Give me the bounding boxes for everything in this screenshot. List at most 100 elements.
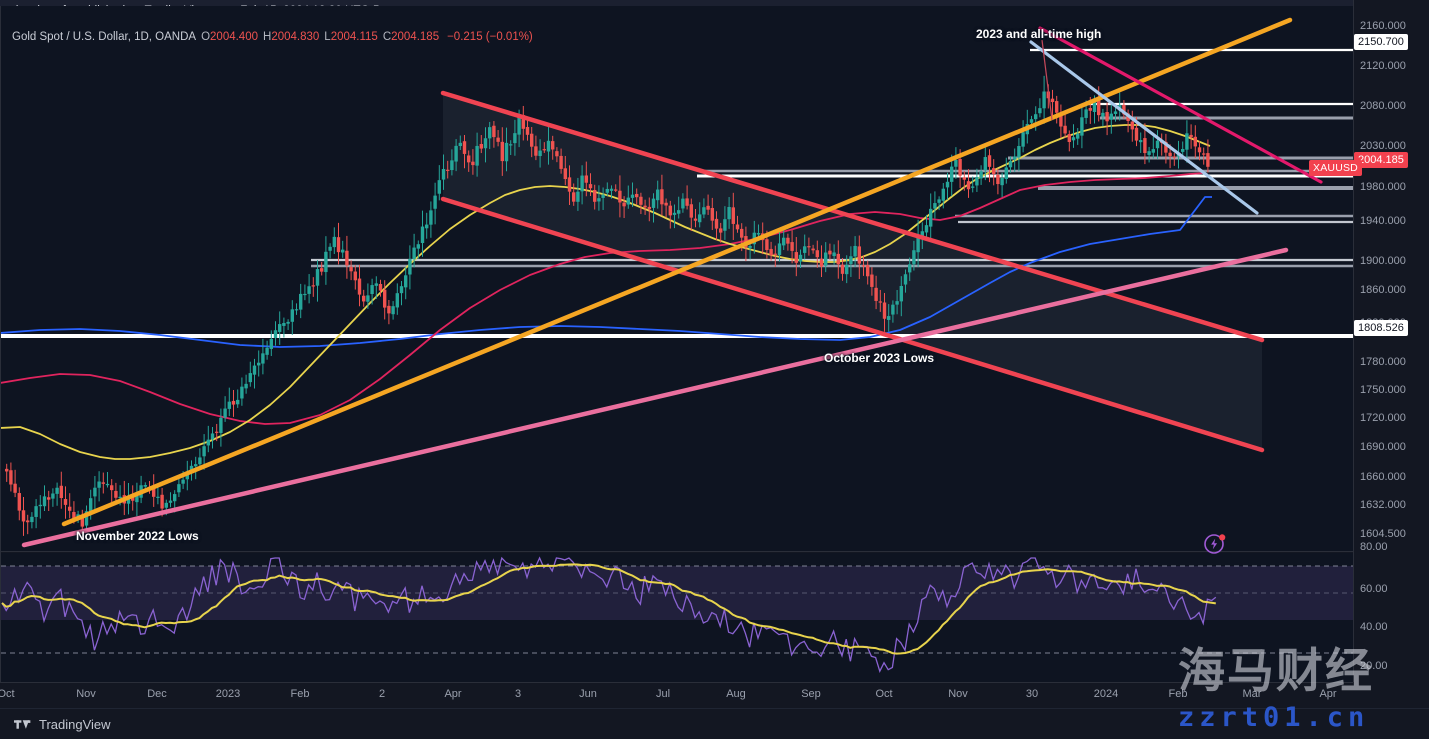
candle-body [1168,152,1172,156]
candle-body [177,484,181,493]
legend-change: −0.215 (−0.01%) [447,31,533,43]
candle-body [710,208,714,221]
candle-body [962,177,966,180]
trendline-lightblue-descending [1029,40,1259,215]
candle-body [1004,167,1008,180]
candle-body [1181,148,1185,152]
candle-body [950,166,954,182]
time-tick-label: Oct [0,688,15,700]
lightning-alert-icon[interactable] [1203,531,1227,555]
candle-body [345,250,349,266]
legend-low-value: 2004.115 [330,31,378,43]
candle-body [748,246,752,248]
price-axis[interactable]: 2160.000 2120.000 2080.000 2030.000 1980.000… [1353,0,1429,739]
candle-body [143,485,147,487]
candle-body [458,142,462,147]
candle-body [1000,177,1004,186]
time-tick-label: Aug [726,688,746,700]
candle-body [324,251,328,273]
candle-body [546,140,551,152]
price-tick-label: 1860.000 [1360,284,1406,296]
candle-body [882,302,887,319]
chart-legend[interactable]: Gold Spot / U.S. Dollar, 1D, OANDA O2004.… [12,28,533,46]
candle-body [336,237,341,253]
candle-body [677,210,681,214]
candle-body [773,253,777,255]
candle-body [286,321,290,324]
candle-body [320,268,324,272]
legend-open-key: O [201,31,211,43]
candle-body [84,511,89,526]
price-axis-badge: 2150.700 [1354,34,1408,50]
candle-body [51,493,55,499]
rsi-tick-label: 20.00 [1360,660,1388,672]
candle-body [441,168,446,180]
trendline-crimson-descending [1038,26,1323,184]
chart-annotation-label[interactable]: 2023 and all-time high [976,27,1102,41]
trendline-group[interactable] [21,17,1323,548]
candle-body [1013,156,1017,160]
candle-body [756,233,761,235]
candle-body [832,252,836,257]
candle-body [303,293,307,296]
candle-body [181,479,185,484]
candle-body [777,243,782,256]
candle-body [366,295,370,302]
symbol-price-badge: XAUUSD [1309,160,1362,176]
candle-body [362,295,366,302]
time-tick-label: Oct [875,688,893,700]
candle-body [492,125,496,138]
candle-body [450,160,454,171]
candle-body [517,116,521,135]
candle-body [563,168,567,180]
candle-body [790,242,794,251]
candle-body [399,286,404,294]
chart-annotation-label[interactable]: October 2023 Lows [824,351,935,365]
candle-body [1092,100,1097,113]
candle-body [168,500,173,503]
candle-body [551,141,555,150]
candle-body [1042,91,1046,109]
candle-body [1155,140,1160,149]
candle-body [920,231,924,237]
candle-body [47,497,51,500]
candle-body [152,487,156,497]
tradingview-logo[interactable]: TradingView [14,717,111,732]
candle-body [958,159,962,176]
candle-body [38,504,42,507]
time-axis[interactable]: Oct Nov Dec 2023 Feb 2 Apr 3 Jun Jul Aug Sep Oct Nov 3… [0,683,1429,708]
candle-body [1202,153,1206,155]
trendline-red-channel-top [440,90,1265,343]
candle-body [1206,153,1210,167]
pane-separator-top [0,551,1353,552]
candle-body [236,399,240,405]
legend-high-key: H [263,31,272,43]
candle-body [387,305,391,314]
candle-body [219,417,223,433]
candle-body [903,274,908,285]
candle-body [786,237,790,244]
candle-body [328,246,332,251]
candle-body [1084,109,1088,118]
candle-body [42,496,47,507]
candle-body [1008,160,1013,168]
ma-blue-line [1,196,1212,348]
candle-body [383,289,387,308]
price-axis-divider [1353,0,1354,682]
candle-body [471,161,475,166]
candle-body [72,512,76,520]
candle-body [740,228,744,238]
chart-annotation-label[interactable]: November 2022 Lows [76,529,199,543]
candle-body [849,256,853,265]
candle-body [924,225,929,233]
candle-body [672,212,677,215]
candle-body [5,468,9,472]
candle-body [446,169,450,171]
candle-body [626,197,630,205]
candle-body [719,228,723,233]
candle-body [101,482,105,484]
price-pane[interactable] [0,6,1353,551]
legend-high-value: 2004.830 [271,31,320,43]
candle-body [240,386,244,399]
candle-body [987,155,992,167]
